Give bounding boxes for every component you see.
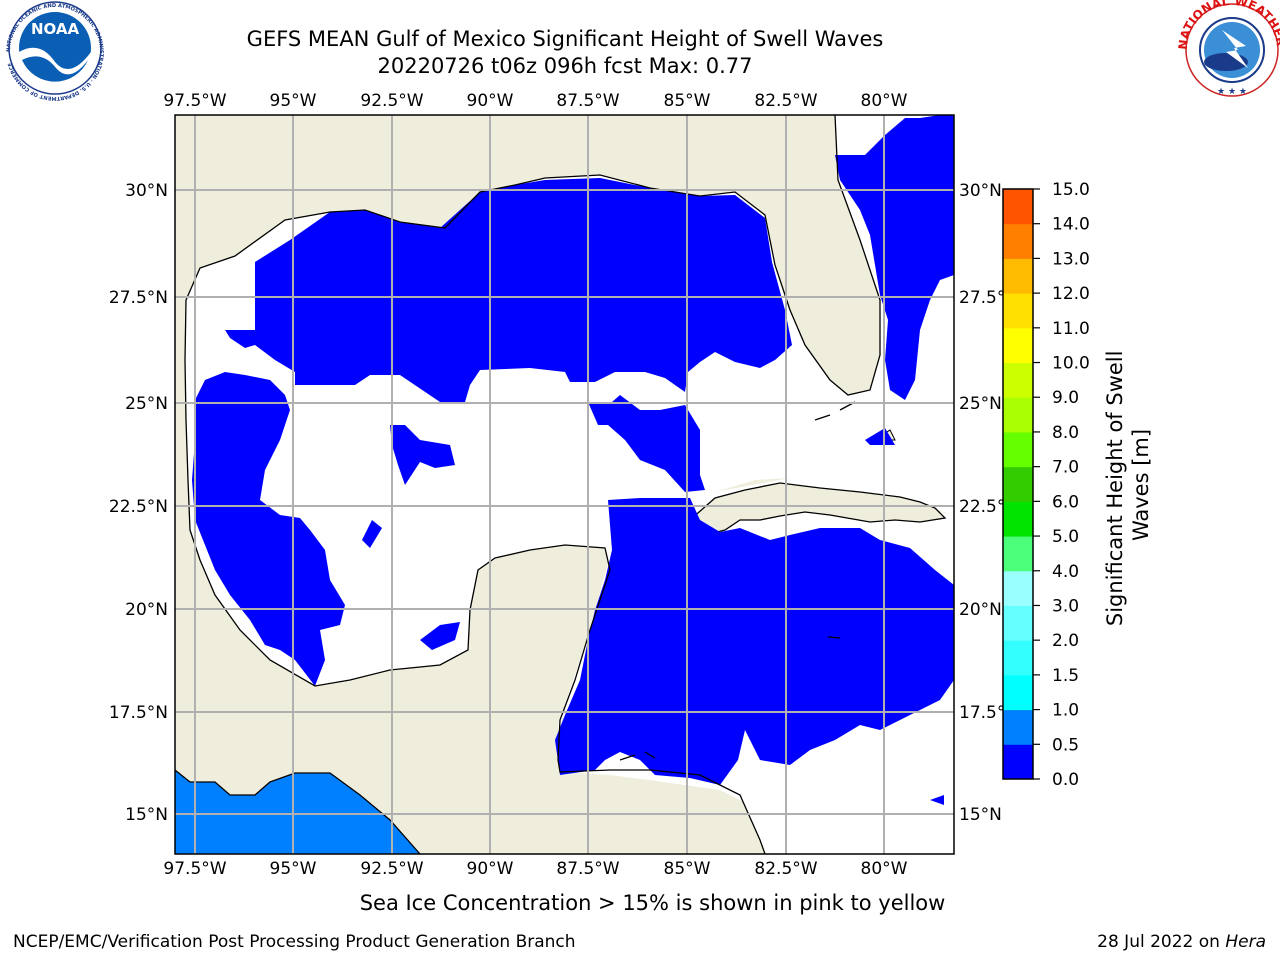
lon-label: 82.5°W: [754, 91, 817, 111]
colorbar-tick-label: 15.0: [1052, 180, 1090, 200]
lat-label: 27.5°N: [109, 288, 168, 308]
lat-label: 30°N: [125, 181, 168, 201]
lat-label: 22.5°: [959, 497, 1005, 517]
colorbar-tick-label: 10.0: [1052, 354, 1090, 374]
colorbar-block: [1003, 223, 1033, 259]
lon-label: 90°W: [467, 91, 514, 111]
colorbar-block: [1003, 744, 1033, 780]
lon-label: 87.5°W: [556, 91, 619, 111]
svg-text:NATIONAL WEATHER SERVICE: NATIONAL WEATHER SERVICE: [0, 0, 1280, 51]
colorbar-block: [1003, 674, 1033, 711]
colorbar-frame: [1002, 188, 1034, 780]
lat-label: 17.5°: [959, 703, 1005, 723]
lon-label: 82.5°W: [754, 859, 817, 879]
colorbar-block: [1003, 640, 1033, 676]
swell-field-0-0p5: [192, 115, 954, 805]
footer-date: 28 Jul 2022 on Hera: [1097, 932, 1266, 952]
lon-label: 85°W: [664, 91, 711, 111]
lon-labels-top: 97.5°W 95°W 92.5°W 90°W 87.5°W 85°W 82.5…: [163, 91, 907, 111]
colorbar-label: Significant Height of Swell Waves [m]: [1103, 344, 1153, 626]
gulf-map: [175, 115, 954, 854]
colorbar-block: [1003, 605, 1033, 641]
colorbar-block: [1003, 501, 1033, 537]
footer-host: Hera: [1225, 932, 1266, 952]
lon-label: 80°W: [861, 91, 908, 111]
colorbar-tick-label: 4.0: [1052, 562, 1079, 582]
colorbar-block: [1003, 293, 1033, 329]
colorbar-block: [1003, 466, 1033, 502]
noaa-logo-text: NOAA: [31, 20, 80, 38]
colorbar-tick-label: 2.0: [1052, 631, 1079, 651]
colorbar-block: [1003, 327, 1033, 364]
lon-label: 92.5°W: [360, 859, 423, 879]
colorbar-ticks: 0.0 0.5 1.0 1.5 2.0 3.0 4.0 5.0 6.0 7.0 8.0 9.0 10.0…: [1033, 180, 1090, 790]
footer-date-text: 28 Jul 2022 on: [1097, 932, 1226, 952]
lon-label: 97.5°W: [163, 91, 226, 111]
colorbar-block: [1003, 709, 1033, 745]
graticule: [175, 115, 954, 854]
colorbar-label-line1: Significant Height of Swell: [1103, 351, 1127, 627]
colorbar-tick-label: 6.0: [1052, 492, 1079, 512]
colorbar-block: [1003, 258, 1033, 294]
colorbar-tick-label: 3.0: [1052, 596, 1079, 616]
colorbar-tick-label: 0.0: [1052, 770, 1079, 790]
map-frame: [174, 114, 955, 855]
colorbar-tick-label: 14.0: [1052, 215, 1090, 235]
colorbar-tick-label: 1.0: [1052, 701, 1079, 721]
colorbar-block: [1003, 431, 1033, 468]
lat-label: 15°N: [959, 805, 1002, 825]
lon-label: 95°W: [270, 91, 317, 111]
lon-label: 97.5°W: [163, 859, 226, 879]
lon-label: 80°W: [861, 859, 908, 879]
lat-label: 20°N: [959, 600, 1002, 620]
lon-label: 90°W: [467, 859, 514, 879]
colorbar-block: [1003, 189, 1033, 225]
colorbar-tick-label: 8.0: [1052, 423, 1079, 443]
colorbar-tick-label: 1.5: [1052, 666, 1079, 686]
lat-label: 22.5°N: [109, 497, 168, 517]
colorbar-tick-label: 12.0: [1052, 284, 1090, 304]
colorbar-tick-label: 7.0: [1052, 458, 1079, 478]
nws-stars-icon: ★ ★ ★: [1217, 87, 1247, 97]
sea-ice-caption: Sea Ice Concentration > 15% is shown in …: [359, 891, 946, 915]
lat-label: 15°N: [125, 805, 168, 825]
lat-label: 17.5°N: [109, 703, 168, 723]
lat-label: 30°N: [959, 181, 1002, 201]
nws-logo-icon: NATIONAL WEATHER SERVICE ★ ★ ★: [0, 0, 1280, 97]
colorbar-block: [1003, 362, 1033, 398]
colorbar-tick-label: 5.0: [1052, 527, 1079, 547]
lon-label: 95°W: [270, 859, 317, 879]
noaa-logo-icon: NOAA NATIONAL OCEANIC AND ATMOSPHERIC AD…: [6, 1, 104, 101]
chart-title: GEFS MEAN Gulf of Mexico Significant Hei…: [246, 27, 884, 51]
cuba-land: [689, 482, 947, 536]
colorbar-block: [1003, 570, 1033, 606]
lat-label: 20°N: [125, 600, 168, 620]
lat-label: 25°N: [959, 394, 1002, 414]
swell-field-0p5-1: [175, 770, 420, 854]
lat-label: 27.5°: [959, 288, 1005, 308]
colorbar-tick-label: 11.0: [1052, 319, 1090, 339]
lat-label: 25°N: [125, 394, 168, 414]
colorbar-label-line2: Waves [m]: [1129, 429, 1153, 541]
colorbar-block: [1003, 397, 1033, 433]
lon-label: 87.5°W: [556, 859, 619, 879]
colorbar: 0.0 0.5 1.0 1.5 2.0 3.0 4.0 5.0 6.0 7.0 8.0 9.0 10.0…: [1002, 180, 1153, 790]
lon-labels-bottom: 97.5°W 95°W 92.5°W 90°W 87.5°W 85°W 82.5…: [163, 859, 907, 879]
lat-labels-right: 30°N 27.5° 25°N 22.5° 20°N 17.5° 15°N: [959, 181, 1005, 825]
colorbar-block: [1003, 536, 1033, 572]
colorbar-tick-label: 0.5: [1052, 735, 1079, 755]
colorbar-tick-label: 9.0: [1052, 388, 1079, 408]
colorbar-tick-label: 13.0: [1052, 249, 1090, 269]
colorbar-blocks: [1003, 189, 1033, 780]
lon-label: 85°W: [664, 859, 711, 879]
coastlines: [175, 115, 881, 854]
lat-labels-left: 30°N 27.5°N 25°N 22.5°N 20°N 17.5°N 15°N: [109, 181, 168, 825]
lon-label: 92.5°W: [360, 91, 423, 111]
nws-ring-text: NATIONAL WEATHER SERVICE: [0, 0, 1280, 51]
footer-credit: NCEP/EMC/Verification Post Processing Pr…: [13, 932, 576, 952]
chart-subtitle: 20220726 t06z 096h fcst Max: 0.77: [377, 54, 753, 78]
